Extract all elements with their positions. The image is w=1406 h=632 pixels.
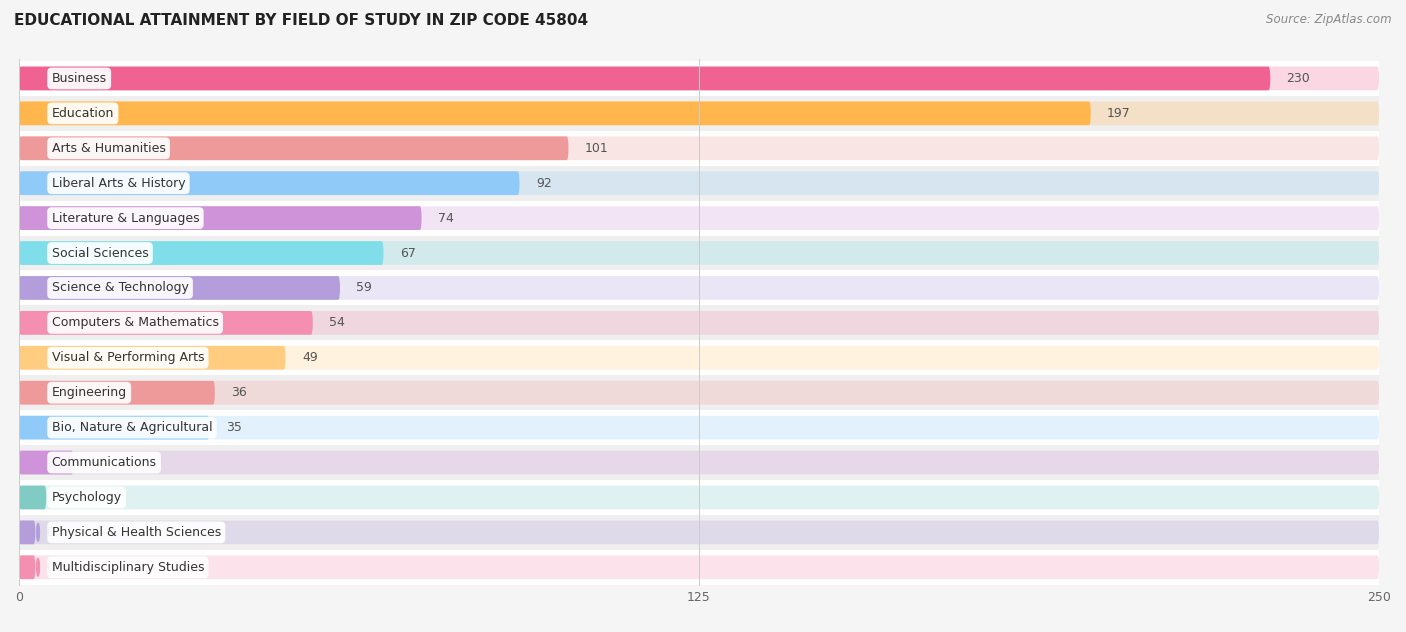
FancyBboxPatch shape xyxy=(20,485,1379,509)
FancyBboxPatch shape xyxy=(20,66,1270,90)
FancyBboxPatch shape xyxy=(20,131,1379,166)
FancyBboxPatch shape xyxy=(20,236,1379,270)
Text: Social Sciences: Social Sciences xyxy=(52,246,149,260)
Text: 59: 59 xyxy=(356,281,373,295)
FancyBboxPatch shape xyxy=(20,556,1379,579)
Circle shape xyxy=(37,559,39,576)
Text: Computers & Mathematics: Computers & Mathematics xyxy=(52,317,219,329)
FancyBboxPatch shape xyxy=(20,480,1379,515)
Text: 92: 92 xyxy=(536,177,551,190)
Circle shape xyxy=(37,104,39,122)
FancyBboxPatch shape xyxy=(20,241,384,265)
FancyBboxPatch shape xyxy=(20,241,1379,265)
FancyBboxPatch shape xyxy=(20,61,1379,96)
FancyBboxPatch shape xyxy=(20,375,1379,410)
FancyBboxPatch shape xyxy=(20,451,1379,475)
FancyBboxPatch shape xyxy=(20,416,209,439)
FancyBboxPatch shape xyxy=(20,521,1379,544)
FancyBboxPatch shape xyxy=(20,381,215,404)
Text: Visual & Performing Arts: Visual & Performing Arts xyxy=(52,351,204,364)
Circle shape xyxy=(37,384,39,401)
FancyBboxPatch shape xyxy=(20,381,1379,404)
Text: 49: 49 xyxy=(302,351,318,364)
FancyBboxPatch shape xyxy=(20,340,1379,375)
FancyBboxPatch shape xyxy=(20,416,1379,439)
Circle shape xyxy=(37,244,39,262)
FancyBboxPatch shape xyxy=(20,206,422,230)
FancyBboxPatch shape xyxy=(20,276,340,300)
FancyBboxPatch shape xyxy=(20,305,1379,340)
Text: 0: 0 xyxy=(46,526,55,539)
FancyBboxPatch shape xyxy=(20,311,1379,335)
FancyBboxPatch shape xyxy=(20,346,285,370)
Text: Science & Technology: Science & Technology xyxy=(52,281,188,295)
FancyBboxPatch shape xyxy=(20,137,568,160)
Text: 54: 54 xyxy=(329,317,344,329)
FancyBboxPatch shape xyxy=(20,206,1379,230)
FancyBboxPatch shape xyxy=(20,311,312,335)
FancyBboxPatch shape xyxy=(20,276,1379,300)
FancyBboxPatch shape xyxy=(20,410,1379,445)
Text: Arts & Humanities: Arts & Humanities xyxy=(52,142,166,155)
FancyBboxPatch shape xyxy=(20,521,35,544)
FancyBboxPatch shape xyxy=(20,550,1379,585)
Circle shape xyxy=(37,454,39,471)
FancyBboxPatch shape xyxy=(20,137,1379,160)
FancyBboxPatch shape xyxy=(20,96,1379,131)
Text: Business: Business xyxy=(52,72,107,85)
FancyBboxPatch shape xyxy=(20,66,1379,90)
Text: Psychology: Psychology xyxy=(52,491,122,504)
Circle shape xyxy=(37,279,39,297)
Text: Literature & Languages: Literature & Languages xyxy=(52,212,200,224)
Text: Education: Education xyxy=(52,107,114,120)
Text: 67: 67 xyxy=(399,246,416,260)
Text: 0: 0 xyxy=(46,561,55,574)
Circle shape xyxy=(37,419,39,437)
Text: 10: 10 xyxy=(90,456,105,469)
Text: Multidisciplinary Studies: Multidisciplinary Studies xyxy=(52,561,204,574)
Text: EDUCATIONAL ATTAINMENT BY FIELD OF STUDY IN ZIP CODE 45804: EDUCATIONAL ATTAINMENT BY FIELD OF STUDY… xyxy=(14,13,588,28)
Text: 36: 36 xyxy=(231,386,247,399)
Circle shape xyxy=(37,489,39,506)
FancyBboxPatch shape xyxy=(20,445,1379,480)
FancyBboxPatch shape xyxy=(20,270,1379,305)
Text: Bio, Nature & Agricultural: Bio, Nature & Agricultural xyxy=(52,421,212,434)
FancyBboxPatch shape xyxy=(20,171,1379,195)
FancyBboxPatch shape xyxy=(20,485,46,509)
Text: 35: 35 xyxy=(226,421,242,434)
Text: 230: 230 xyxy=(1286,72,1310,85)
FancyBboxPatch shape xyxy=(20,346,1379,370)
FancyBboxPatch shape xyxy=(20,556,35,579)
Circle shape xyxy=(37,174,39,192)
Text: 197: 197 xyxy=(1107,107,1130,120)
FancyBboxPatch shape xyxy=(20,166,1379,200)
Text: Liberal Arts & History: Liberal Arts & History xyxy=(52,177,186,190)
Text: Source: ZipAtlas.com: Source: ZipAtlas.com xyxy=(1267,13,1392,26)
FancyBboxPatch shape xyxy=(20,451,73,475)
Circle shape xyxy=(37,209,39,227)
Text: 101: 101 xyxy=(585,142,609,155)
Text: Engineering: Engineering xyxy=(52,386,127,399)
FancyBboxPatch shape xyxy=(20,200,1379,236)
Circle shape xyxy=(37,314,39,332)
Circle shape xyxy=(37,523,39,541)
Circle shape xyxy=(37,70,39,87)
Text: Physical & Health Sciences: Physical & Health Sciences xyxy=(52,526,221,539)
FancyBboxPatch shape xyxy=(20,171,519,195)
FancyBboxPatch shape xyxy=(20,102,1379,125)
Circle shape xyxy=(37,140,39,157)
FancyBboxPatch shape xyxy=(20,515,1379,550)
Circle shape xyxy=(37,349,39,367)
FancyBboxPatch shape xyxy=(20,102,1091,125)
Text: 5: 5 xyxy=(62,491,70,504)
Text: 74: 74 xyxy=(437,212,454,224)
Text: Communications: Communications xyxy=(52,456,156,469)
